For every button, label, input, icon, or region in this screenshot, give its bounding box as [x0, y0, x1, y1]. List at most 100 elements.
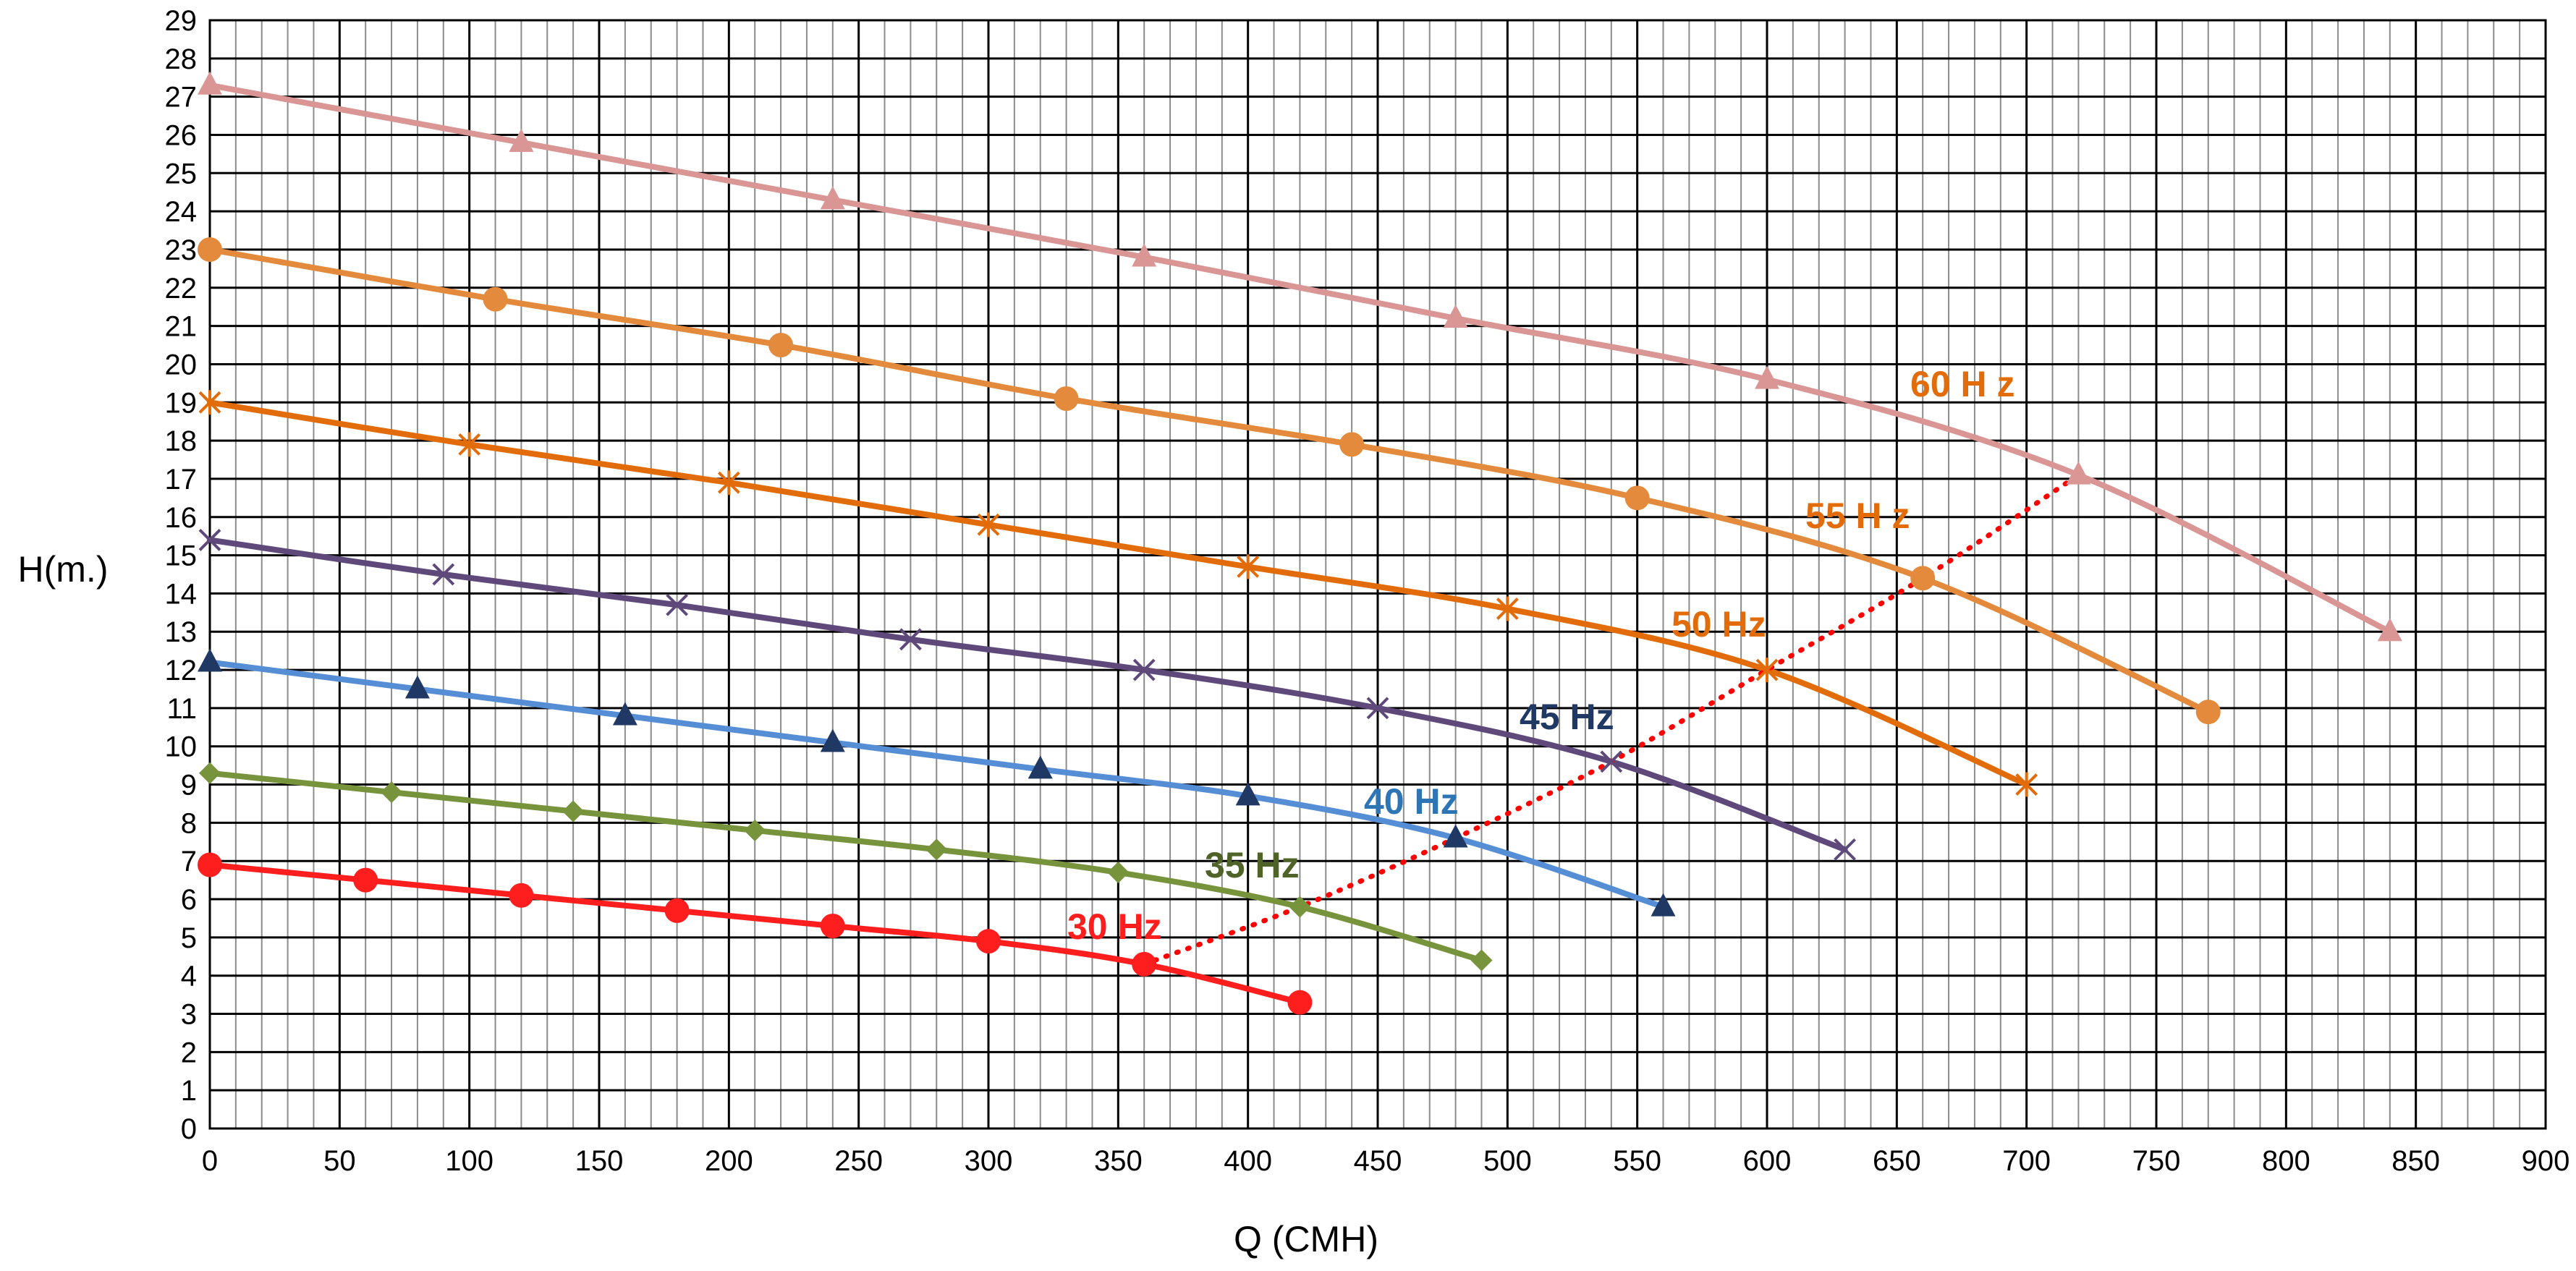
marker-35-hz — [1107, 862, 1130, 884]
y-tick-label: 12 — [165, 655, 198, 686]
y-tick-label: 24 — [165, 196, 198, 228]
series-line-50-hz — [207, 399, 2030, 788]
marker-50-hz — [1755, 658, 1779, 683]
marker-35-hz — [562, 800, 585, 822]
y-axis-ticks: 0123456789101112131415161718192021222324… — [165, 5, 198, 1145]
marker-55-hz — [1339, 432, 1365, 457]
marker-40-hz — [1235, 782, 1261, 806]
x-tick-label: 300 — [965, 1145, 1013, 1177]
x-tick-label: 550 — [1613, 1145, 1661, 1177]
marker-55-hz — [2195, 700, 2221, 725]
plot-frame — [208, 19, 2547, 1130]
marker-50-hz — [977, 512, 1000, 537]
marker-60-hz — [1755, 365, 1779, 389]
y-tick-label: 29 — [165, 5, 198, 37]
series-label-30-hz: 30 Hz — [1067, 906, 1162, 947]
marker-45-hz — [1600, 750, 1623, 773]
y-tick-label: 7 — [181, 846, 197, 877]
x-tick-label: 650 — [1873, 1145, 1921, 1177]
marker-35-hz — [744, 819, 766, 841]
marker-45-hz — [432, 563, 455, 586]
y-tick-label: 5 — [181, 922, 197, 954]
series-markers — [198, 71, 2402, 1015]
y-tick-label: 14 — [165, 578, 198, 610]
marker-40-hz — [612, 702, 637, 726]
x-tick-label: 0 — [202, 1145, 218, 1177]
series-label-35-hz: 35 Hz — [1205, 845, 1300, 885]
series-label-55-hz: 55 H z — [1805, 496, 1910, 536]
marker-35-hz — [925, 838, 948, 861]
series-line-55-hz — [207, 246, 2211, 715]
marker-60-hz — [198, 71, 222, 95]
x-tick-label: 150 — [575, 1145, 624, 1177]
x-tick-label: 700 — [2002, 1145, 2051, 1177]
marker-45-hz — [1366, 697, 1389, 720]
x-tick-label: 500 — [1483, 1145, 1532, 1177]
marker-60-hz — [2377, 618, 2402, 642]
y-tick-label: 28 — [165, 43, 198, 75]
marker-35-hz — [381, 781, 403, 804]
marker-45-hz — [666, 593, 689, 616]
marker-30-hz — [1132, 951, 1157, 977]
y-axis-title: H(m.) — [18, 549, 109, 590]
y-tick-label: 18 — [165, 425, 198, 457]
x-tick-label: 450 — [1354, 1145, 1402, 1177]
marker-45-hz — [1834, 838, 1857, 861]
marker-30-hz — [820, 914, 845, 939]
y-tick-label: 8 — [181, 807, 197, 839]
x-tick-label: 400 — [1224, 1145, 1272, 1177]
series-lines — [207, 82, 2393, 1006]
marker-60-hz — [820, 186, 845, 210]
marker-40-hz — [404, 675, 430, 699]
marker-50-hz — [458, 432, 481, 457]
marker-30-hz — [509, 883, 534, 908]
y-tick-label: 23 — [165, 234, 198, 266]
marker-45-hz — [899, 628, 922, 651]
series-label-50-hz: 50 Hz — [1672, 604, 1766, 645]
series-label-40-hz: 40 Hz — [1364, 781, 1459, 822]
x-axis-title: Q (CMH) — [1234, 1219, 1378, 1259]
marker-30-hz — [664, 898, 690, 923]
y-tick-label: 3 — [181, 999, 197, 1031]
series-line-60-hz — [207, 82, 2393, 635]
y-tick-label: 9 — [181, 770, 197, 802]
marker-60-hz — [1132, 243, 1157, 267]
y-tick-label: 4 — [181, 961, 197, 992]
series-line-45-hz — [207, 537, 1848, 853]
marker-55-hz — [483, 286, 508, 312]
x-tick-label: 250 — [834, 1145, 883, 1177]
y-tick-label: 1 — [181, 1075, 197, 1107]
marker-45-hz — [198, 529, 221, 551]
y-tick-label: 17 — [165, 464, 198, 496]
y-tick-label: 15 — [165, 540, 198, 572]
y-tick-label: 0 — [181, 1113, 197, 1145]
marker-30-hz — [198, 852, 222, 877]
marker-50-hz — [1496, 596, 1519, 621]
series-line-30-hz — [207, 862, 1303, 1006]
y-tick-label: 2 — [181, 1037, 197, 1068]
series-label-45-hz: 45 Hz — [1520, 697, 1614, 737]
marker-35-hz — [1289, 896, 1311, 918]
y-tick-label: 16 — [165, 502, 198, 534]
x-tick-label: 800 — [2262, 1145, 2310, 1177]
major-grid — [208, 19, 2547, 1130]
x-tick-label: 100 — [445, 1145, 493, 1177]
marker-55-hz — [1910, 566, 1936, 591]
marker-35-hz — [199, 762, 221, 784]
x-tick-label: 350 — [1094, 1145, 1143, 1177]
series-line-35-hz — [207, 770, 1485, 964]
marker-30-hz — [1287, 990, 1313, 1015]
y-tick-label: 20 — [165, 349, 198, 381]
y-tick-label: 19 — [165, 387, 198, 419]
marker-55-hz — [1054, 386, 1079, 411]
y-tick-label: 6 — [181, 884, 197, 916]
marker-35-hz — [1470, 949, 1493, 972]
x-tick-label: 850 — [2391, 1145, 2440, 1177]
x-axis-ticks: 0 50 100 150 200 250 300 350 400 450 500 550 600 650 7… — [202, 1145, 2570, 1177]
marker-40-hz — [1028, 755, 1053, 779]
x-tick-label: 900 — [2522, 1145, 2570, 1177]
y-tick-label: 22 — [165, 273, 198, 305]
marker-30-hz — [353, 867, 378, 893]
y-tick-label: 25 — [165, 158, 198, 190]
